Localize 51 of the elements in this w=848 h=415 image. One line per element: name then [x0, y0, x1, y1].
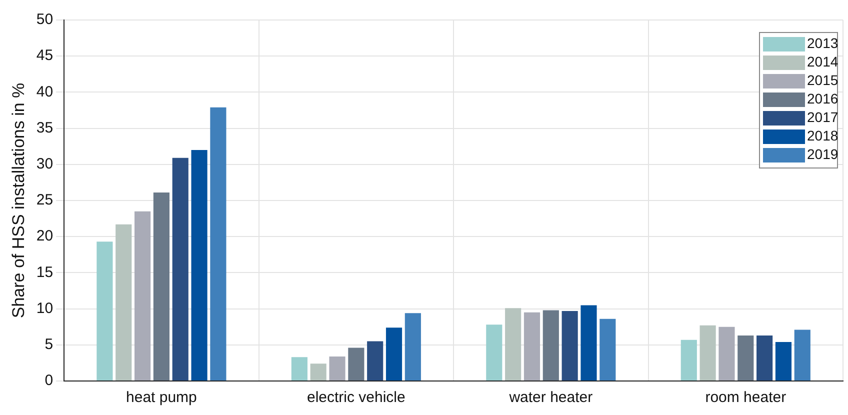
x-tick-label: room heater [705, 389, 786, 406]
y-axis-title: Share of HSS installations in % [8, 82, 28, 318]
bar [580, 305, 597, 380]
bar [775, 342, 792, 380]
y-tick-label: 35 [36, 119, 54, 136]
bar [524, 312, 540, 380]
bar [116, 224, 132, 380]
legend-label: 2014 [807, 54, 838, 70]
y-tick-label: 15 [36, 264, 54, 281]
bar [386, 328, 402, 380]
y-tick-label: 0 [44, 372, 54, 390]
bar [172, 158, 188, 380]
x-tick-label: electric vehicle [306, 389, 406, 406]
y-tick-label: 50 [36, 11, 54, 28]
legend-label: 2013 [807, 35, 838, 52]
legend-label: 2016 [807, 90, 838, 107]
bar [134, 211, 151, 380]
bar [600, 318, 616, 380]
bar [291, 357, 308, 380]
x-tick-label: heat pump [126, 389, 197, 406]
bar [738, 336, 754, 380]
bar [329, 356, 346, 380]
legend-label: 2019 [807, 146, 838, 162]
bar [404, 313, 421, 380]
bar [794, 330, 810, 380]
bar [486, 324, 502, 380]
bar [505, 308, 522, 380]
bar [96, 242, 113, 380]
x-tick-label: water heater [508, 389, 593, 406]
bar [210, 107, 226, 380]
bar [700, 325, 716, 380]
bar [542, 310, 559, 380]
y-tick-label: 25 [36, 192, 54, 209]
legend-label: 2017 [807, 109, 838, 126]
y-tick-label: 10 [36, 300, 54, 317]
bar [756, 336, 773, 380]
y-tick-label: 30 [36, 156, 54, 173]
y-tick-label: 20 [36, 228, 54, 245]
bar [680, 340, 697, 380]
legend-label: 2018 [807, 128, 838, 144]
bar [310, 364, 326, 380]
bar [153, 192, 170, 380]
legend-label: 2015 [807, 72, 838, 88]
y-tick-label: 5 [44, 336, 54, 354]
y-tick-label: 40 [36, 83, 54, 100]
bar [562, 310, 578, 380]
bar [191, 150, 208, 380]
bar [367, 341, 384, 380]
bar [718, 326, 735, 380]
y-tick-label: 45 [36, 47, 54, 64]
bar [348, 348, 364, 380]
